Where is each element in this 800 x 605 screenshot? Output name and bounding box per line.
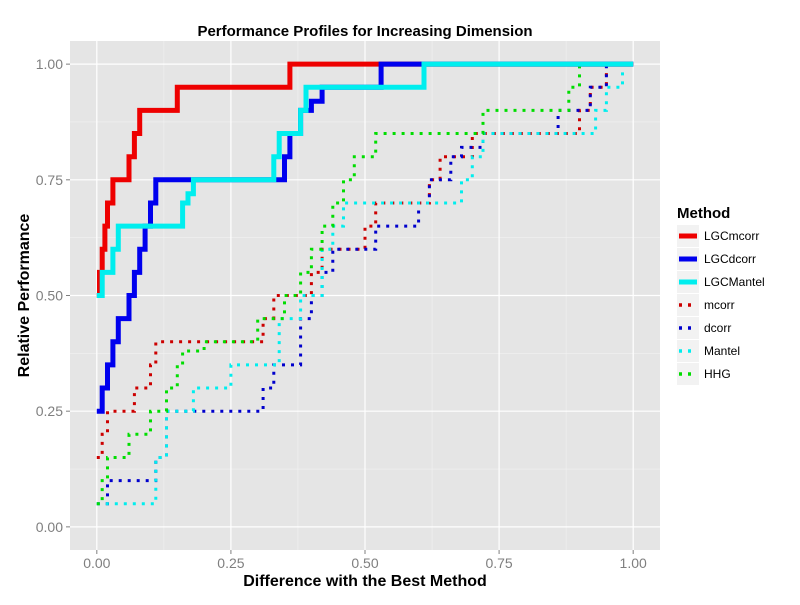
y-tick-label: 0.25 [36,403,63,419]
series-line-lgcmcorr [96,61,634,298]
series-line-dcorr [96,62,634,506]
y-tick-label: 0.50 [36,288,63,304]
axis-ticks: 0.00 0.25 0.50 0.75 1.00 0.00 0.25 0.50 0.75 1.00 [36,56,647,571]
x-axis-label: Difference with the Best Method [243,573,487,590]
legend: Method LGCmcorr LGCdcorr LGCMantel mcorr dco… [677,205,765,385]
series-line-lgcmantel [96,61,634,298]
y-tick-label: 0.00 [36,519,63,535]
x-tick-label: 0.75 [485,555,512,571]
chart-title: Performance Profiles for Increasing Dime… [197,23,532,40]
legend-items: LGCmcorr LGCdcorr LGCMantel mcorr dcorr Mante… [677,225,765,385]
grid-lines [70,41,660,550]
legend-label-mcorr: mcorr [704,298,735,312]
x-tick-label: 0.00 [83,555,110,571]
x-tick-label: 0.25 [217,555,244,571]
legend-label-lgcdcorr: LGCdcorr [704,252,756,266]
y-tick-label: 0.75 [36,172,63,188]
legend-label-lgcmcorr: LGCmcorr [704,229,759,243]
legend-label-dcorr: dcorr [704,321,731,335]
legend-label-hhg: HHG [704,367,731,381]
y-tick-label: 1.00 [36,56,63,72]
legend-label-lgcmantel: LGCMantel [704,275,765,289]
y-axis-label: Relative Performance [16,214,33,378]
x-tick-label: 1.00 [620,555,647,571]
legend-label-mantel: Mantel [704,344,740,358]
legend-title: Method [677,205,730,222]
x-tick-label: 0.50 [351,555,378,571]
series-layer [96,61,634,506]
